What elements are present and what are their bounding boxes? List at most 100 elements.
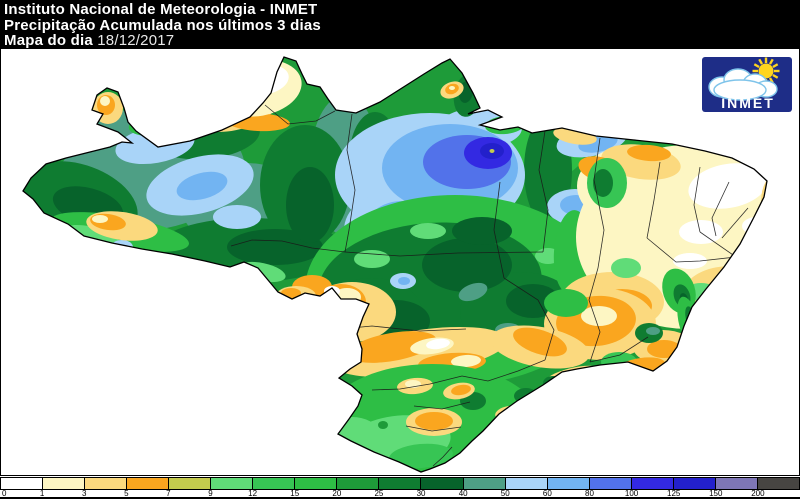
logo-text: INMET [721,95,775,111]
legend-tick: 1 [39,489,45,498]
precipitation-blob [398,277,410,285]
precipitation-blob [100,96,110,106]
precipitation-blob [451,354,481,368]
legend-tick: 12 [248,489,258,498]
precipitation-blob [495,435,511,447]
state-border-line [405,425,462,432]
state-border-line [721,207,749,239]
legend-cell [337,478,380,489]
legend-tick: 100 [624,489,639,498]
state-border-line [413,401,471,410]
legend-tick: 125 [666,489,681,498]
legend-tick: 60 [542,489,552,498]
state-border-line [371,375,463,391]
state-border-line [344,113,356,253]
precipitation-blob [761,174,767,230]
legend-tick: 80 [585,489,594,498]
state-border-line [646,161,661,239]
legend-tick: 30 [416,489,426,498]
precipitation-legend: 0 1 3 5 7 9 12 15 20 25 30 40 50 60 80 100 125 150 200 [0,477,800,500]
legend-tick: 40 [458,489,468,498]
precipitation-blob [627,144,671,162]
precipitation-blob [458,282,488,302]
legend-cell [253,478,296,489]
legend-cell [463,478,506,489]
header-subtitle: Precipitação Acumulada nos últimos 3 dia… [4,16,321,34]
legend-tick: 150 [709,489,723,498]
state-border-line [503,277,555,361]
legend-tick: 15 [290,489,300,498]
precipitation-blob [422,238,512,292]
precipitation-blob [770,186,786,220]
precipitation-blob [347,331,437,363]
legend-cell [589,478,632,489]
header: Instituto Nacional de Meteorologia - INM… [0,0,800,49]
legend-cell [127,478,170,489]
precipitation-field [23,59,786,472]
header-date-line: Mapa do dia 18/12/2017 [4,33,800,49]
legend-tick-labels: 0 1 3 5 7 9 12 15 20 25 30 40 50 60 80 100 125 150 200 [0,490,800,499]
state-border-line [461,359,546,382]
header-date-label: Mapa do dia [4,32,93,49]
legend-cell [421,478,464,489]
legend-cell [85,478,128,489]
state-borders [230,104,749,467]
legend-cell [631,478,674,489]
precipitation-blob [685,342,717,370]
state-border-line [230,239,346,253]
legend-cell [1,478,44,489]
legend-color-bar [0,477,800,490]
precipitation-blob [449,86,455,90]
header-title: Instituto Nacional de Meteorologia - INM… [4,1,318,18]
precipitation-blob [452,217,512,245]
legend-cell [379,478,422,489]
precipitation-blob [611,258,641,278]
precipitation-blob [489,149,495,153]
legend-cell [673,478,716,489]
precipitation-blob [688,163,767,209]
precipitation-blob [646,327,660,335]
legend-tick: 50 [500,489,510,498]
legend-tick: 5 [124,489,129,498]
legend-cell [505,478,548,489]
legend-cell [757,478,799,489]
precipitation-blob [708,278,764,308]
precipitation-blob [92,215,108,223]
map-area: INMET [0,49,800,476]
precipitation-blob [485,427,517,451]
legend-tick: 200 [751,489,765,498]
precipitation-blob [410,223,446,239]
legend-cell [547,478,590,489]
precipitation-blob [679,220,723,244]
legend-cell [295,478,338,489]
state-border-line [589,336,649,363]
state-border-line [432,446,453,467]
inmet-logo: INMET [702,57,792,112]
precipitation-blob [513,327,567,357]
precipitation-blob [213,205,261,229]
legend-tick: 0 [2,489,7,498]
state-border-line [538,130,549,253]
state-border-line [693,166,701,233]
state-border-line [264,104,336,125]
state-border-line [593,137,605,269]
header-date-value: 18/12/2017 [97,32,175,49]
state-border-line [646,237,737,263]
cloud-icon [708,68,778,101]
precipitation-blob [593,169,613,197]
legend-tick: 3 [81,489,87,498]
legend-cell [211,478,254,489]
precipitation-blob [415,412,453,430]
legend-cell [715,478,758,489]
legend-cell [43,478,86,489]
state-border-line [699,231,737,258]
precipitation-blob [286,167,334,243]
precipitation-blob [673,253,707,269]
precipitation-blob [506,284,560,318]
precipitation-blob [327,303,357,363]
precipitation-blob [176,171,228,201]
precipitation-blob [581,306,617,326]
brazil-precipitation-map [22,56,786,473]
precipitation-blob [426,338,450,350]
